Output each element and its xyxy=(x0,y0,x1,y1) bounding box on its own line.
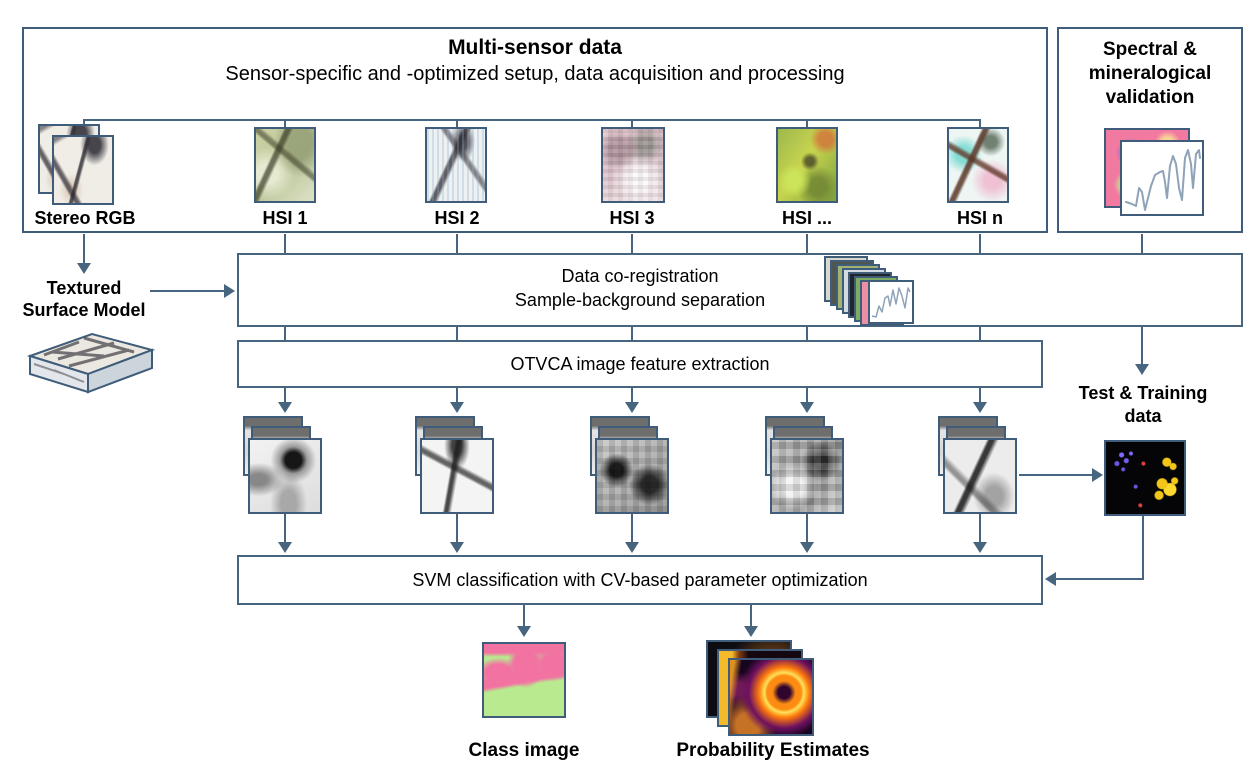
hsi-dots-label: HSI ... xyxy=(781,208,832,228)
connector xyxy=(979,327,981,340)
connector xyxy=(806,327,808,340)
spectrum-curve xyxy=(1125,149,1201,211)
hsi1-image xyxy=(254,127,316,203)
hsi2-image xyxy=(425,127,487,203)
validation-down-line xyxy=(1141,327,1143,364)
stereo-down-line xyxy=(83,234,85,264)
coregistration-box xyxy=(237,253,1243,327)
otvca-box xyxy=(237,340,1043,388)
connector xyxy=(631,234,633,253)
arrow-down-icon xyxy=(77,263,91,274)
sensor-tree-stub xyxy=(979,119,981,129)
svm-box xyxy=(237,555,1043,605)
arrow-right-icon xyxy=(1092,468,1103,482)
arrow-down-icon xyxy=(625,402,639,413)
training-down-line xyxy=(1142,516,1144,580)
connector xyxy=(456,388,458,402)
validation-title: Spectral & mineralogical validation xyxy=(1088,39,1212,108)
arrow-down-icon xyxy=(278,542,292,553)
arrow-down-icon xyxy=(800,402,814,413)
stereo-rgb-image-front xyxy=(52,135,114,205)
arrow-down-icon xyxy=(450,402,464,413)
connector xyxy=(979,514,981,542)
connector xyxy=(456,514,458,542)
sensor-tree-stub xyxy=(456,119,458,129)
stereo-rgb-label: Stereo RGB xyxy=(34,208,136,228)
multi-sensor-title: Multi-sensor data xyxy=(448,36,622,59)
arrow-right-icon xyxy=(224,284,235,298)
hsin-label: HSI n xyxy=(956,208,1003,228)
connector xyxy=(631,514,633,542)
arrow-down-icon xyxy=(278,402,292,413)
connector xyxy=(750,605,752,626)
connector xyxy=(284,327,286,340)
class-image-label: Class image xyxy=(468,740,580,761)
connector xyxy=(806,388,808,402)
connector xyxy=(284,388,286,402)
class-image xyxy=(482,642,566,718)
sensor-tree-stub xyxy=(284,119,286,129)
feature-stack5-front xyxy=(943,438,1017,514)
feature-stack1-front xyxy=(248,438,322,514)
arrow-down-icon xyxy=(517,626,531,637)
connector xyxy=(979,234,981,253)
sensor-tree-stub xyxy=(83,119,85,127)
layer-stack-spectrum xyxy=(868,280,914,324)
arrow-left-icon xyxy=(1045,572,1056,586)
connector xyxy=(284,514,286,542)
connector xyxy=(979,388,981,402)
hsi-dots-image xyxy=(776,127,838,203)
arrow-down-icon xyxy=(450,542,464,553)
spectrum-plot-image xyxy=(1120,140,1204,216)
hsi3-label: HSI 3 xyxy=(609,208,655,228)
arrow-down-icon xyxy=(973,542,987,553)
training-left-line xyxy=(1056,578,1144,580)
arrow-down-icon xyxy=(1135,364,1149,375)
connector xyxy=(806,234,808,253)
multi-sensor-subtitle: Sensor-specific and -optimized setup, da… xyxy=(225,63,845,85)
sensor-tree-stub xyxy=(631,119,633,129)
coregistration-text: Data co-registration Sample-background s… xyxy=(237,264,1043,313)
multi-sensor-box xyxy=(22,27,1048,233)
coregistration-line1: Data co-registration xyxy=(561,266,719,286)
hsi1-label: HSI 1 xyxy=(262,208,308,228)
connector xyxy=(456,234,458,253)
surface-model-arrow-line xyxy=(150,290,224,292)
arrow-down-icon xyxy=(625,542,639,553)
otvca-text: OTVCA image feature extraction xyxy=(510,354,770,374)
sensor-tree-line xyxy=(84,119,980,121)
probability-image-front xyxy=(728,658,814,736)
connector xyxy=(806,514,808,542)
sensor-tree-stub xyxy=(806,119,808,129)
feature-stack2-front xyxy=(420,438,494,514)
hsi3-image xyxy=(601,127,665,203)
connector xyxy=(456,327,458,340)
surface-model-slab xyxy=(26,332,156,394)
feature-stack3-front xyxy=(595,438,669,514)
connector xyxy=(631,327,633,340)
probability-label: Probability Estimates xyxy=(676,740,870,761)
connector xyxy=(284,234,286,253)
hsi2-label: HSI 2 xyxy=(434,208,480,228)
coregistration-line2: Sample-background separation xyxy=(514,290,766,311)
test-training-label: Test & Training data xyxy=(1078,383,1208,426)
surface-model-label: Textured Surface Model xyxy=(22,278,146,320)
feature-stack4-front xyxy=(770,438,844,514)
arrow-down-icon xyxy=(744,626,758,637)
connector xyxy=(631,388,633,402)
arrow-down-icon xyxy=(800,542,814,553)
hsin-image xyxy=(947,127,1009,203)
arrow-down-icon xyxy=(973,402,987,413)
svm-text: SVM classification with CV-based paramet… xyxy=(412,570,868,590)
stack-to-training-line xyxy=(1019,474,1093,476)
validation-connector xyxy=(1141,234,1143,253)
connector xyxy=(523,605,525,626)
test-training-image xyxy=(1104,440,1186,516)
